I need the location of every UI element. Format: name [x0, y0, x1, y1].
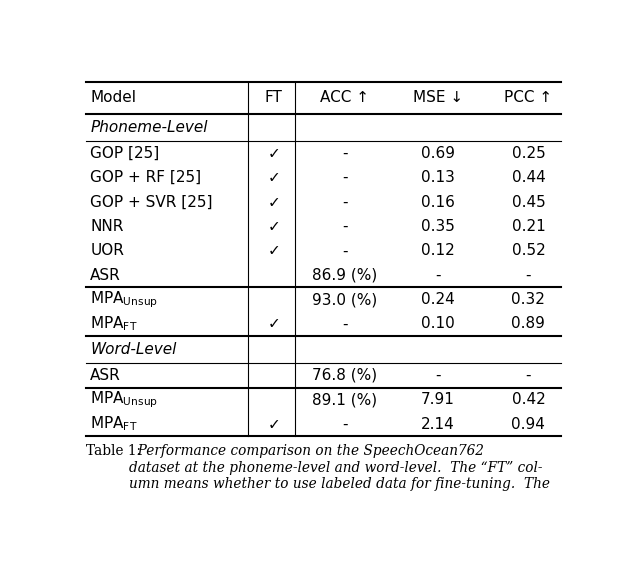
Text: 0.16: 0.16: [421, 195, 454, 210]
Text: GOP [25]: GOP [25]: [90, 146, 159, 161]
Text: 7.91: 7.91: [421, 392, 454, 407]
Text: ASR: ASR: [90, 268, 121, 282]
Text: -: -: [342, 243, 348, 258]
Text: ✓: ✓: [267, 170, 280, 185]
Text: 0.52: 0.52: [511, 243, 545, 258]
Text: ASR: ASR: [90, 368, 121, 383]
Text: ✓: ✓: [267, 316, 280, 332]
Text: ✓: ✓: [267, 146, 280, 161]
Text: 0.21: 0.21: [511, 219, 545, 234]
Text: UOR: UOR: [90, 243, 124, 258]
Text: ACC ↑: ACC ↑: [320, 90, 369, 105]
Text: ✓: ✓: [267, 195, 280, 210]
Text: GOP + RF [25]: GOP + RF [25]: [90, 170, 202, 185]
Text: Model: Model: [90, 90, 137, 105]
Text: -: -: [435, 368, 441, 383]
Text: $\mathrm{MPA}_{\mathrm{FT}}$: $\mathrm{MPA}_{\mathrm{FT}}$: [90, 415, 138, 434]
Text: 86.9 (%): 86.9 (%): [312, 268, 377, 282]
Text: 0.89: 0.89: [511, 316, 545, 332]
Text: 0.25: 0.25: [511, 146, 545, 161]
Text: MSE ↓: MSE ↓: [413, 90, 463, 105]
Text: -: -: [342, 316, 348, 332]
Text: 0.24: 0.24: [421, 292, 454, 307]
Text: -: -: [342, 219, 348, 234]
Text: 0.10: 0.10: [421, 316, 454, 332]
Text: Phoneme-Level: Phoneme-Level: [90, 120, 208, 135]
Text: 0.42: 0.42: [511, 392, 545, 407]
Text: $\mathrm{MPA}_{\mathrm{Unsup}}$: $\mathrm{MPA}_{\mathrm{Unsup}}$: [90, 289, 159, 310]
Text: PCC ↑: PCC ↑: [504, 90, 552, 105]
Text: -: -: [342, 146, 348, 161]
Text: 0.35: 0.35: [421, 219, 454, 234]
Text: FT: FT: [265, 90, 283, 105]
Text: 0.32: 0.32: [511, 292, 545, 307]
Text: 89.1 (%): 89.1 (%): [312, 392, 377, 407]
Text: 0.12: 0.12: [421, 243, 454, 258]
Text: 2.14: 2.14: [421, 417, 454, 431]
Text: ✓: ✓: [267, 243, 280, 258]
Text: -: -: [435, 268, 441, 282]
Text: $\mathrm{MPA}_{\mathrm{Unsup}}$: $\mathrm{MPA}_{\mathrm{Unsup}}$: [90, 390, 159, 410]
Text: 76.8 (%): 76.8 (%): [312, 368, 377, 383]
Text: -: -: [342, 195, 348, 210]
Text: -: -: [342, 170, 348, 185]
Text: ✓: ✓: [267, 219, 280, 234]
Text: Performance comparison on the SpeechOcean762
dataset at the phoneme-level and wo: Performance comparison on the SpeechOcea…: [130, 444, 550, 491]
Text: NNR: NNR: [90, 219, 124, 234]
Text: ✓: ✓: [267, 417, 280, 431]
Text: 93.0 (%): 93.0 (%): [312, 292, 377, 307]
Text: -: -: [342, 417, 348, 431]
Text: GOP + SVR [25]: GOP + SVR [25]: [90, 195, 213, 210]
Text: Table 1:: Table 1:: [87, 444, 142, 458]
Text: 0.94: 0.94: [511, 417, 545, 431]
Text: -: -: [526, 368, 531, 383]
Text: Word-Level: Word-Level: [90, 342, 176, 357]
Text: -: -: [526, 268, 531, 282]
Text: 0.45: 0.45: [511, 195, 545, 210]
Text: 0.13: 0.13: [421, 170, 454, 185]
Text: 0.69: 0.69: [421, 146, 455, 161]
Text: 0.44: 0.44: [511, 170, 545, 185]
Text: $\mathrm{MPA}_{\mathrm{FT}}$: $\mathrm{MPA}_{\mathrm{FT}}$: [90, 315, 138, 333]
